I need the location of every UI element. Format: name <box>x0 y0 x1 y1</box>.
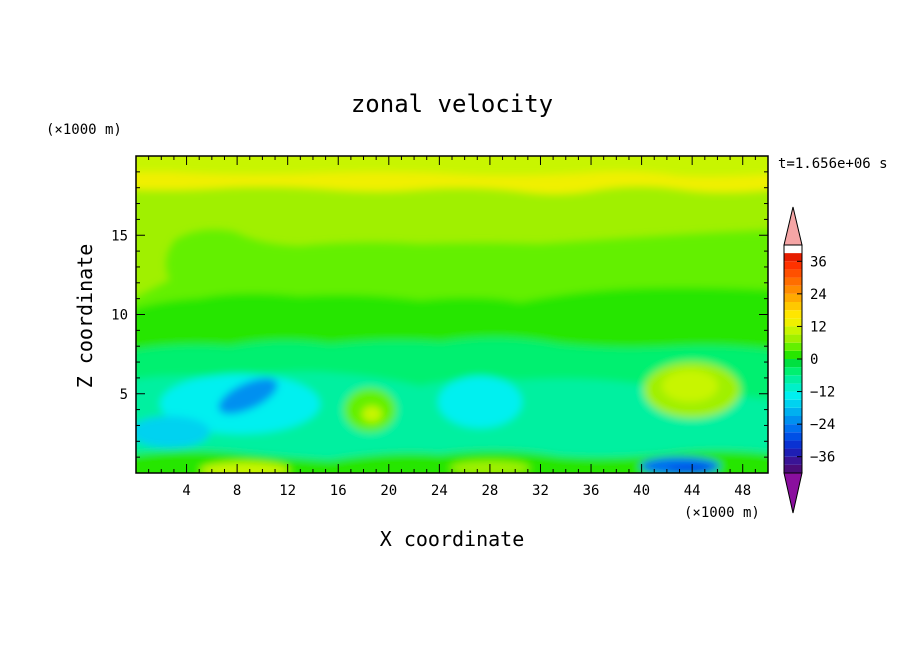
colorbar-segment <box>784 302 802 311</box>
colorbar-segment <box>784 310 802 319</box>
x-tick-label: 28 <box>481 483 498 499</box>
colorbar-tick-label: −12 <box>810 385 835 401</box>
contour-yellow-patch-19 <box>362 406 382 422</box>
colorbar-segment <box>784 269 802 278</box>
x-tick-label: 20 <box>380 483 397 499</box>
x-axis-label: X coordinate <box>380 527 525 551</box>
colorbar-segment <box>784 293 802 302</box>
colorbar-segment <box>784 432 802 441</box>
colorbar-tick-label: 0 <box>810 352 818 368</box>
x-tick-label: 40 <box>633 483 650 499</box>
colorbar-segment <box>784 261 802 270</box>
contour-bottom-blue-core <box>668 465 712 473</box>
x-tick-label: 44 <box>684 483 701 499</box>
colorbar-under-arrow <box>783 472 803 514</box>
colorbar-segment <box>784 285 802 294</box>
contour-light-green <box>136 156 768 177</box>
colorbar-tick-label: 12 <box>810 319 827 335</box>
colorbar-tick-label: 24 <box>810 287 827 303</box>
colorbar-segment <box>784 334 802 343</box>
colorbar-segment <box>784 375 802 384</box>
x-tick-label: 32 <box>532 483 549 499</box>
axis-ticks <box>136 156 768 473</box>
colorbar-segment <box>784 367 802 376</box>
colorbar-segment <box>784 359 802 368</box>
x-tick-label: 24 <box>431 483 448 499</box>
colorbar-segment <box>784 391 802 400</box>
x-tick-label: 4 <box>182 483 190 499</box>
colorbar-tick-label: 36 <box>810 254 827 270</box>
y-tick-label: 10 <box>111 308 128 324</box>
colorbar: 36 24 12 0 −12 −24 −36 <box>783 206 835 514</box>
x-tick-label: 8 <box>233 483 241 499</box>
colorbar-segment <box>784 383 802 392</box>
contour-bottom-yellow-left <box>200 462 290 473</box>
colorbar-tick-label: −36 <box>810 450 835 466</box>
x-tick-label: 48 <box>734 483 751 499</box>
colorbar-segment <box>784 342 802 351</box>
contour-cyan-lower-left <box>136 416 210 448</box>
time-label: t=1.656e+06 s <box>778 156 888 172</box>
contour-cyan-center <box>438 376 522 428</box>
y-tick-label: 15 <box>111 228 128 244</box>
y-axis-unit: (×1000 m) <box>46 122 122 138</box>
colorbar-segment <box>784 318 802 327</box>
colorbar-segment <box>784 399 802 408</box>
contour-bottom-green <box>136 450 768 473</box>
colorbar-segment <box>784 326 802 335</box>
colorbar-segment <box>784 253 802 262</box>
contour-field <box>136 156 768 473</box>
contour-yellow-core-43 <box>662 370 718 402</box>
x-tick-label: 12 <box>279 483 296 499</box>
colorbar-segment <box>784 350 802 359</box>
chart-title: zonal velocity <box>351 90 553 118</box>
colorbar-segment <box>784 440 802 449</box>
x-tick-label: 16 <box>330 483 347 499</box>
colorbar-segment <box>784 424 802 433</box>
y-axis-label: Z coordinate <box>73 244 97 389</box>
colorbar-segment <box>784 277 802 286</box>
colorbar-segment <box>784 464 802 473</box>
colorbar-tick-label: −24 <box>810 417 835 433</box>
colorbar-segment <box>784 448 802 457</box>
x-tick-label: 36 <box>583 483 600 499</box>
x-axis-unit: (×1000 m) <box>684 505 760 521</box>
y-tick-label: 5 <box>120 387 128 403</box>
colorbar-segment <box>784 407 802 416</box>
colorbar-over-arrow <box>783 206 803 246</box>
colorbar-segment <box>784 456 802 465</box>
colorbar-segment <box>784 416 802 425</box>
contour-blue-core <box>218 378 278 414</box>
